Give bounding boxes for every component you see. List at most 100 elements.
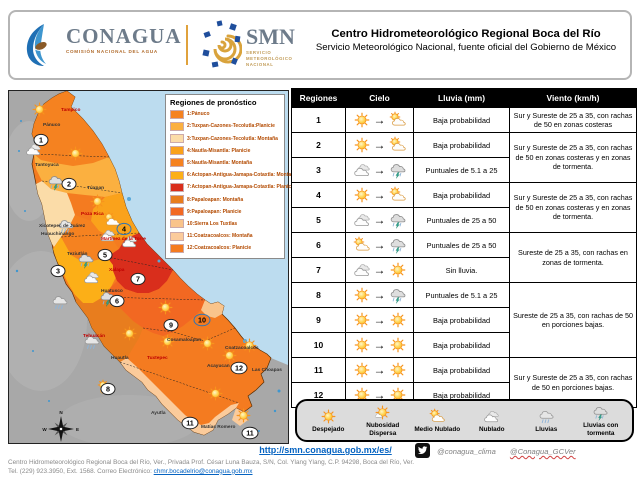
wind-cell: Sur y Sureste de 25 a 35, con rachas de … bbox=[509, 357, 637, 408]
region-markers: 1 2 3 4 5 6 7 8 9 10 11 12 11 bbox=[33, 133, 259, 440]
city-label: Las Choapas bbox=[252, 367, 282, 373]
legend-item-label: Nublado bbox=[478, 425, 505, 433]
conagua-logo bbox=[24, 22, 60, 73]
smn-url-link[interactable]: http://smn.conagua.gob.mx/es/ bbox=[259, 445, 392, 455]
map-sun-icon bbox=[208, 386, 223, 401]
footer-line2: Tel. (229) 923.3950, Ext. 1568. Correo E… bbox=[8, 468, 528, 477]
table-header-row: Regiones Cielo Lluvia (mm) Viento (km/h) bbox=[291, 88, 637, 108]
region-cell: 8 bbox=[291, 282, 346, 308]
region-cell: 5 bbox=[291, 207, 346, 233]
sky-to-icon bbox=[389, 161, 407, 179]
table-row: 11 → Baja probabilidad Sur y Sureste de … bbox=[291, 357, 637, 408]
col-header-regiones: Regiones bbox=[291, 88, 346, 108]
region-marker: 12 bbox=[235, 364, 243, 373]
wind-cell: Sureste de 25 a 35, con rachas de 50 en … bbox=[509, 282, 637, 358]
table-row: 4 → Baja probabilidad Sur y Sureste de 2… bbox=[291, 182, 637, 233]
city-label: Xicotepec de Juárez bbox=[39, 223, 86, 229]
arrow-icon: → bbox=[373, 138, 386, 152]
city-label: Tantoyuca bbox=[35, 162, 59, 168]
legend-label: 11:Coatzacoalcos: Montaña bbox=[187, 233, 253, 240]
map-legend: Regiones de pronóstico 1:Pánuco 2:Tuxpan… bbox=[165, 94, 297, 260]
river-speckles bbox=[15, 120, 281, 432]
table-row: 9 → Baja probabilidad bbox=[291, 307, 637, 333]
smn-mark-icon bbox=[202, 20, 243, 68]
region-cell: 1 bbox=[291, 107, 346, 133]
sky-from-icon bbox=[353, 311, 371, 329]
legend-swatch bbox=[170, 170, 184, 180]
legend-item: 2:Tuxpan-Cazones-Tecolutla:Planicie bbox=[170, 121, 281, 131]
city-label: Coatzacoalcos bbox=[225, 345, 259, 351]
region-cell: 2 bbox=[291, 132, 346, 158]
legend-item: 8:Papaloapan: Montaña bbox=[170, 194, 281, 204]
arrow-icon: → bbox=[373, 213, 386, 227]
sky-cell: → bbox=[345, 132, 414, 158]
region-marker: 1 bbox=[39, 136, 43, 145]
region-marker: 7 bbox=[136, 275, 140, 284]
twitter-handle-clima[interactable]: @conagua_clima bbox=[437, 447, 496, 456]
sky-from-icon bbox=[353, 336, 371, 354]
boundary-lines bbox=[33, 153, 240, 404]
legend-swatch bbox=[170, 121, 184, 131]
legend-label: 10:Sierra Los Tuxtlas bbox=[187, 220, 238, 227]
rain-cell: Baja probabilidad bbox=[413, 332, 510, 358]
smn-wordmark: SMN bbox=[246, 24, 295, 49]
col-header-lluvia: Lluvia (mm) bbox=[413, 88, 510, 108]
legend-label: 3:Tuxpan-Cazones-Tecolutla: Montaña bbox=[187, 135, 278, 142]
sky-cell: → bbox=[345, 107, 414, 133]
arrow-icon: → bbox=[373, 238, 386, 252]
lluvias-icon bbox=[538, 408, 555, 425]
sky-cell: → bbox=[345, 207, 414, 233]
region-7-shape bbox=[107, 233, 173, 293]
city-label: Poza Rica bbox=[81, 211, 104, 217]
city-label: Pánuco bbox=[43, 122, 60, 128]
arrow-icon: → bbox=[373, 288, 386, 302]
conagua-wordmark-block: CONAGUA COMISIÓN NACIONAL DEL AGUA bbox=[66, 24, 182, 54]
legend-nubosidad-dispersa: Nubosidad Dispersa bbox=[356, 404, 410, 437]
sky-to-icon bbox=[389, 336, 407, 354]
legend-item: 12:Coatzacoalcos: Planicie bbox=[170, 243, 281, 253]
legend-item: 3:Tuxpan-Cazones-Tecolutla: Montaña bbox=[170, 133, 281, 144]
smn-tagline: SERVICIO METEOROLÓGICO NACIONAL bbox=[246, 50, 295, 67]
footer-line2-text: Tel. (229) 923.3950, Ext. 1568. Correo E… bbox=[8, 467, 154, 475]
region-marker: 3 bbox=[56, 267, 60, 276]
legend-lluvias: Lluvias bbox=[519, 408, 573, 433]
sky-to-icon bbox=[389, 136, 407, 154]
wind-cell: Sur y Sureste de 25 a 35, con rachas de … bbox=[509, 182, 637, 233]
arrow-icon: → bbox=[373, 338, 386, 352]
map-sun-icon bbox=[222, 348, 237, 363]
rain-cell: Baja probabilidad bbox=[413, 132, 510, 158]
twitter-handle-gcver[interactable]: @Conagua_GCVer bbox=[509, 447, 576, 456]
footer-email-link[interactable]: chmr.bocadelrio@conagua.gob.mx bbox=[153, 467, 253, 475]
region-cell: 11 bbox=[291, 357, 346, 383]
arrow-icon: → bbox=[373, 263, 386, 277]
sky-to-icon bbox=[389, 236, 407, 254]
legend-label: 4:Nautla-Misantla: Planicie bbox=[187, 147, 251, 154]
map-sun-icon bbox=[32, 102, 47, 117]
sky-cell: → bbox=[345, 357, 414, 383]
nubosidad-dispersa-icon bbox=[374, 404, 391, 421]
footer-line1: Centro Hidrometeorológico Regional Boca … bbox=[8, 459, 415, 466]
city-label: Tuxtepec bbox=[147, 355, 168, 361]
smn-wordmark-block: SMN SERVICIO METEOROLÓGICO NACIONAL bbox=[246, 24, 295, 67]
legend-item: 5:Nautla-Misantla: Montaña bbox=[170, 158, 281, 168]
sky-cell: → bbox=[345, 282, 414, 308]
legend-swatch bbox=[170, 207, 184, 217]
wind-cell: Sur y Sureste de 25 a 35, con rachas de … bbox=[509, 132, 637, 183]
table-row: 1 → Baja probabilidad Sur y Sureste de 2… bbox=[291, 107, 637, 133]
legend-despejado: Despejado bbox=[301, 408, 355, 433]
legend-item-label: Lluvias bbox=[535, 425, 558, 433]
smn-tagline-3: NACIONAL bbox=[246, 61, 274, 67]
sky-cell: → bbox=[345, 157, 414, 183]
city-label: Huautla bbox=[111, 355, 129, 361]
sky-from-icon bbox=[353, 361, 371, 379]
region-9-shape bbox=[103, 270, 205, 336]
table-row: 3 → Puntuales de 5.1 a 25 bbox=[291, 157, 637, 183]
sky-to-icon bbox=[389, 186, 407, 204]
legend-label: 8:Papaloapan: Montaña bbox=[187, 196, 244, 203]
table-row: 5 → Puntuales de 25 a 50 bbox=[291, 207, 637, 233]
arrow-icon: → bbox=[373, 363, 386, 377]
table-row: 2 → Baja probabilidad Sur y Sureste de 2… bbox=[291, 132, 637, 183]
city-label: Túxpan bbox=[87, 185, 104, 191]
weather-icon-legend: Despejado Nubosidad Dispersa Medio Nubla… bbox=[295, 399, 634, 442]
city-label: Huauchinango bbox=[41, 231, 74, 237]
